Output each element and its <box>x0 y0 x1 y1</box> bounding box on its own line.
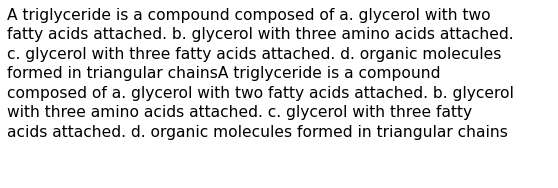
Text: A triglyceride is a compound composed of a. glycerol with two
fatty acids attach: A triglyceride is a compound composed of… <box>7 8 513 140</box>
